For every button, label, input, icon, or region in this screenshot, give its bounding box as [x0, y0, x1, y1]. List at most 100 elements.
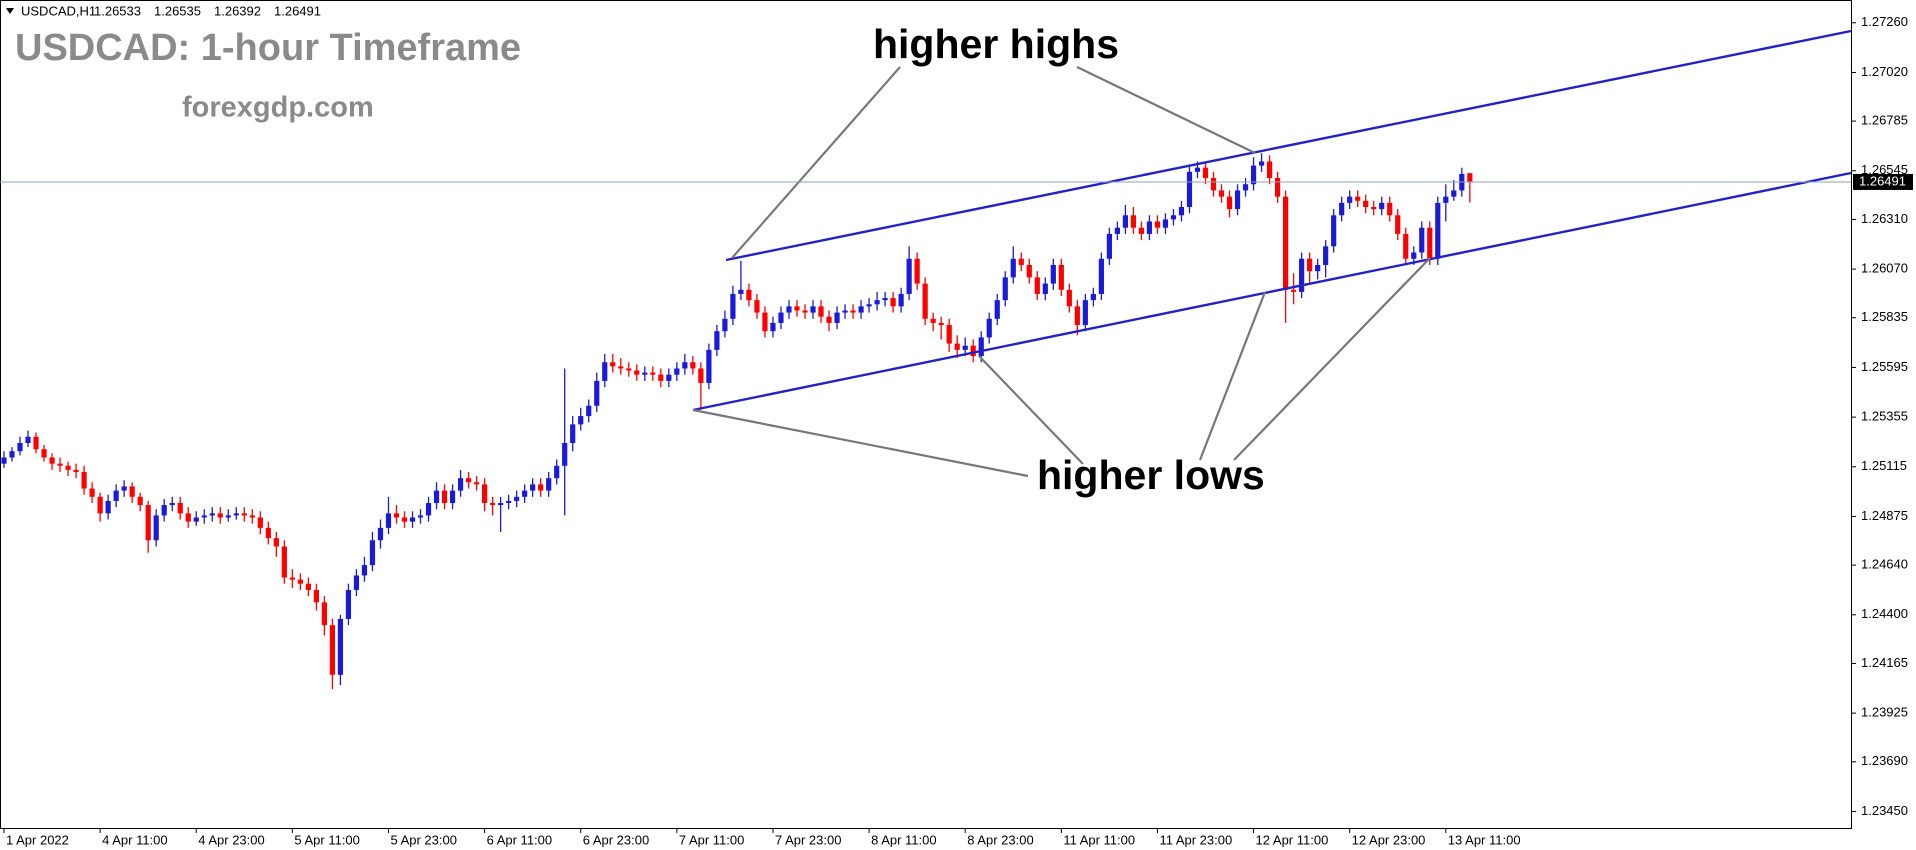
candle-body — [650, 372, 656, 375]
candle-body — [1411, 252, 1417, 259]
candle-body — [1379, 202, 1385, 210]
candle-body — [25, 436, 31, 443]
candle-body — [626, 368, 632, 371]
last-high: 1.26535 — [154, 3, 201, 18]
x-tick-label: 8 Apr 11:00 — [871, 832, 937, 847]
candle-body — [385, 513, 392, 528]
y-tick-label: 1.24165 — [1861, 655, 1908, 670]
lower-channel-line — [692, 171, 1852, 412]
pointer-line — [978, 355, 1084, 465]
y-tick-label: 1.24875 — [1861, 508, 1908, 523]
candle-body — [962, 345, 968, 350]
candle-body — [514, 496, 520, 501]
x-tick-label: 11 Apr 23:00 — [1159, 832, 1232, 847]
candle-body — [930, 318, 936, 323]
candle-body — [1443, 196, 1449, 203]
candle-body — [882, 298, 888, 301]
pointer-lines — [692, 66, 1431, 478]
candle-body — [137, 496, 143, 506]
candle-body — [265, 527, 271, 539]
candle-body — [49, 457, 55, 464]
candle-body — [1435, 202, 1441, 259]
candle-body — [522, 490, 528, 497]
x-tick-label: 12 Apr 23:00 — [1352, 832, 1426, 847]
candle-body — [682, 362, 688, 369]
candle-body — [538, 484, 544, 491]
candle-body — [778, 312, 784, 323]
x-tick-label: 5 Apr 23:00 — [390, 832, 457, 847]
candle-body — [1363, 200, 1369, 207]
candle-body — [97, 496, 103, 514]
candle-body — [185, 513, 191, 522]
candle-body — [401, 517, 408, 522]
candle-body — [73, 469, 79, 472]
candle-body — [249, 515, 255, 518]
candle-body — [1130, 215, 1137, 228]
x-tick-label: 7 Apr 11:00 — [679, 832, 745, 847]
candle-body — [490, 503, 496, 506]
candle-body — [129, 486, 135, 497]
candle-body — [121, 486, 127, 491]
candle-body — [642, 372, 648, 375]
candle-body — [1347, 196, 1353, 203]
candle-body — [305, 583, 311, 590]
candle-body — [425, 503, 432, 516]
candle-body — [858, 306, 864, 313]
x-tick-label: 12 Apr 11:00 — [1256, 832, 1329, 847]
candle-body — [866, 304, 872, 307]
candle-body — [1315, 264, 1321, 272]
candle-body — [986, 318, 992, 338]
candle-body — [1058, 264, 1064, 290]
candle-body — [33, 436, 39, 450]
pointer-line — [1076, 66, 1256, 154]
x-tick-label: 6 Apr 11:00 — [487, 832, 553, 847]
candle-body — [353, 575, 360, 590]
y-tick-label: 1.25835 — [1861, 309, 1908, 324]
y-tick-label: 1.26545 — [1861, 162, 1908, 177]
candle-body — [898, 293, 904, 307]
candle-body — [457, 478, 464, 491]
candle-body — [377, 527, 384, 541]
candle-body — [746, 289, 752, 301]
candle-body — [1218, 190, 1225, 197]
candle-body — [706, 349, 712, 383]
candle-body — [802, 310, 808, 313]
candle-body — [1, 457, 7, 464]
candle-body — [153, 515, 159, 541]
pointer-line — [1198, 291, 1267, 461]
candle-body — [1266, 161, 1273, 179]
candle-body — [9, 451, 15, 458]
candle-body — [1170, 215, 1177, 220]
annotation: higher highs — [873, 21, 1119, 67]
candle-body — [834, 312, 840, 323]
candle-body — [1234, 190, 1241, 210]
candle-body — [113, 490, 119, 501]
x-tick-label: 11 Apr 11:00 — [1063, 832, 1135, 847]
candle-body — [57, 463, 63, 466]
y-tick-label: 1.27260 — [1861, 14, 1908, 29]
candle-body — [938, 322, 944, 325]
candle-body — [594, 380, 600, 406]
chart-subtitle: forexgdp.com — [182, 92, 374, 124]
candle-body — [1098, 258, 1104, 294]
candle-body — [1202, 167, 1209, 179]
candle-body — [1082, 300, 1088, 325]
candle-body — [1274, 178, 1281, 197]
candle-body — [946, 324, 952, 344]
candle-body — [289, 577, 295, 580]
candle-body — [417, 515, 424, 518]
candle-body — [786, 306, 792, 313]
candle-body — [530, 484, 536, 491]
candle-body — [1451, 190, 1457, 197]
candle-body — [1114, 227, 1120, 234]
candle-body — [914, 258, 920, 284]
candle-body — [465, 478, 472, 483]
candle-body — [337, 618, 344, 675]
candle-body — [1403, 233, 1409, 259]
candle-body — [1339, 202, 1345, 216]
candle-body — [177, 503, 183, 514]
candle-body — [570, 424, 576, 443]
y-tick-label: 1.26310 — [1861, 211, 1908, 226]
candle-body — [1395, 215, 1401, 234]
